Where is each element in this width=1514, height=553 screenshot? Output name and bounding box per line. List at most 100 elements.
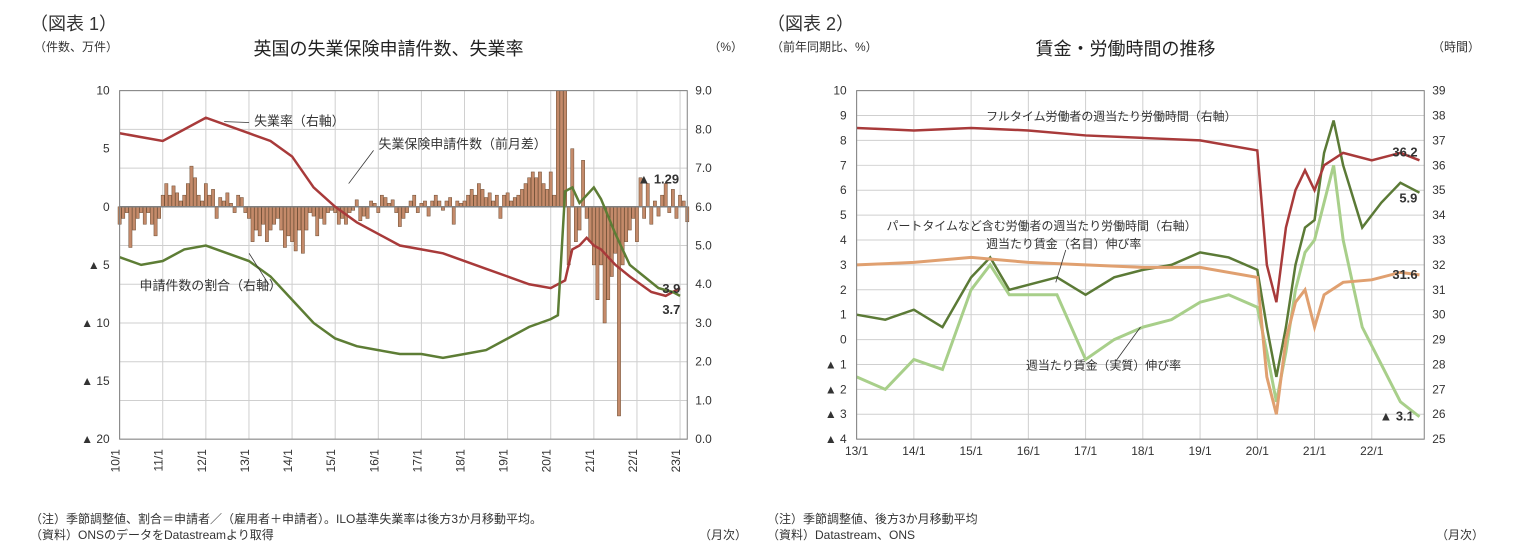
svg-text:39: 39 xyxy=(1432,84,1446,98)
svg-text:29: 29 xyxy=(1432,333,1446,347)
svg-text:18/1: 18/1 xyxy=(1131,444,1155,458)
svg-text:12/1: 12/1 xyxy=(195,449,209,473)
svg-text:23/1: 23/1 xyxy=(669,449,683,473)
svg-text:14/1: 14/1 xyxy=(281,449,295,473)
svg-text:失業率（右軸）: 失業率（右軸） xyxy=(254,113,345,128)
svg-text:11/1: 11/1 xyxy=(152,449,166,472)
svg-text:27: 27 xyxy=(1432,382,1446,396)
svg-text:4.0: 4.0 xyxy=(695,277,712,291)
chart-1-note-2: （資料）ONSのデータをDatastreamより取得 xyxy=(30,527,274,543)
chart-2-panel: （図表 2） （前年同期比、%） （時間） 賃金・労働時間の推移 1098765… xyxy=(767,10,1484,543)
chart-1-title: 英国の失業保険申請件数、失業率 xyxy=(30,35,747,61)
chart-2-footnotes: （注）季節調整値、後方3か月移動平均 （資料）Datastream、ONS （月… xyxy=(767,511,1484,543)
svg-text:35: 35 xyxy=(1432,183,1446,197)
svg-text:申請件数の割合（右軸）: 申請件数の割合（右軸） xyxy=(140,278,282,293)
svg-text:▲ 1.29: ▲ 1.29 xyxy=(637,172,679,187)
svg-text:▲ 10: ▲ 10 xyxy=(81,316,110,330)
svg-text:0: 0 xyxy=(840,333,847,347)
chart-2-title: 賃金・労働時間の推移 xyxy=(767,35,1484,61)
svg-text:▲ 2: ▲ 2 xyxy=(825,382,847,396)
svg-text:32: 32 xyxy=(1432,258,1446,272)
chart-1-figure-label: （図表 1） xyxy=(30,10,747,36)
svg-text:週当たり賃金（名目）伸び率: 週当たり賃金（名目）伸び率 xyxy=(986,236,1141,251)
svg-text:25: 25 xyxy=(1432,432,1446,446)
svg-text:7.0: 7.0 xyxy=(695,161,712,175)
svg-text:▲ 4: ▲ 4 xyxy=(825,432,847,446)
svg-text:▲ 5: ▲ 5 xyxy=(88,258,110,272)
svg-text:19/1: 19/1 xyxy=(497,449,511,473)
svg-text:31.6: 31.6 xyxy=(1392,267,1417,282)
svg-text:7: 7 xyxy=(840,158,847,172)
svg-text:14/1: 14/1 xyxy=(902,444,926,458)
svg-text:21/1: 21/1 xyxy=(583,449,597,473)
svg-text:週当たり賃金（実質）伸び率: 週当たり賃金（実質）伸び率 xyxy=(1026,357,1181,372)
svg-text:17/1: 17/1 xyxy=(1074,444,1098,458)
svg-text:4: 4 xyxy=(840,233,847,247)
svg-text:9.0: 9.0 xyxy=(695,84,712,98)
svg-text:0.0: 0.0 xyxy=(695,432,712,446)
svg-text:5: 5 xyxy=(840,208,847,222)
svg-text:1: 1 xyxy=(840,308,847,322)
svg-text:34: 34 xyxy=(1432,208,1446,222)
svg-text:2.0: 2.0 xyxy=(695,355,712,369)
svg-text:30: 30 xyxy=(1432,308,1446,322)
svg-text:13/1: 13/1 xyxy=(238,449,252,473)
chart-1-footnotes: （注）季節調整値、割合＝申請者／（雇用者＋申請者）。ILO基準失業率は後方3か月… xyxy=(30,511,747,543)
svg-text:22/1: 22/1 xyxy=(626,449,640,473)
svg-text:22/1: 22/1 xyxy=(1360,444,1384,458)
svg-text:15/1: 15/1 xyxy=(324,449,338,473)
chart-2-plot-area: 109876543210▲ 1▲ 2▲ 3▲ 43938373635343332… xyxy=(767,65,1484,505)
svg-text:9: 9 xyxy=(840,109,847,123)
svg-text:6: 6 xyxy=(840,183,847,197)
svg-text:31: 31 xyxy=(1432,283,1446,297)
svg-text:失業保険申請件数（前月差）: 失業保険申請件数（前月差） xyxy=(379,136,547,151)
chart-1-note-1: （注）季節調整値、割合＝申請者／（雇用者＋申請者）。ILO基準失業率は後方3か月… xyxy=(30,511,747,527)
svg-text:16/1: 16/1 xyxy=(1017,444,1041,458)
svg-text:フルタイム労働者の週当たり労働時間（右軸）: フルタイム労働者の週当たり労働時間（右軸） xyxy=(986,109,1236,124)
svg-text:26: 26 xyxy=(1432,407,1446,421)
svg-text:19/1: 19/1 xyxy=(1188,444,1212,458)
svg-text:13/1: 13/1 xyxy=(845,444,869,458)
svg-text:38: 38 xyxy=(1432,109,1446,123)
chart-2-figure-label: （図表 2） xyxy=(767,10,1484,36)
svg-text:▲ 15: ▲ 15 xyxy=(81,374,110,388)
svg-text:10/1: 10/1 xyxy=(109,449,123,473)
chart-2-svg: 109876543210▲ 1▲ 2▲ 3▲ 43938373635343332… xyxy=(767,65,1484,505)
svg-text:▲ 3.1: ▲ 3.1 xyxy=(1379,409,1413,424)
svg-text:3.7: 3.7 xyxy=(662,302,680,317)
svg-text:8: 8 xyxy=(840,133,847,147)
svg-text:▲ 1: ▲ 1 xyxy=(825,357,847,371)
svg-text:8.0: 8.0 xyxy=(695,122,712,136)
svg-text:1.0: 1.0 xyxy=(695,393,712,407)
chart-2-note-2: （資料）Datastream、ONS xyxy=(767,527,915,543)
svg-text:▲ 3: ▲ 3 xyxy=(825,407,847,421)
svg-text:10: 10 xyxy=(833,84,847,98)
svg-text:16/1: 16/1 xyxy=(367,449,381,473)
svg-text:▲ 20: ▲ 20 xyxy=(81,432,110,446)
svg-text:18/1: 18/1 xyxy=(454,449,468,473)
svg-text:33: 33 xyxy=(1432,233,1446,247)
chart-2-x-axis-label: （月次） xyxy=(1436,527,1484,543)
svg-text:3: 3 xyxy=(840,258,847,272)
chart-1-svg: 9.0 8.0 7.0 6.0 5.0 4.0 3.0 2.0 1.0 0.0 10 5 0 ▲ 5 ▲ 1… xyxy=(30,65,747,505)
svg-text:5.0: 5.0 xyxy=(695,239,712,253)
svg-text:17/1: 17/1 xyxy=(410,449,424,473)
svg-text:20/1: 20/1 xyxy=(1246,444,1270,458)
svg-text:20/1: 20/1 xyxy=(540,449,554,473)
svg-text:10: 10 xyxy=(96,84,110,98)
svg-text:21/1: 21/1 xyxy=(1303,444,1327,458)
chart-2-note-1: （注）季節調整値、後方3か月移動平均 xyxy=(767,511,1484,527)
svg-text:0: 0 xyxy=(103,200,110,214)
chart-1-panel: （図表 1） （件数、万件） （%） 英国の失業保険申請件数、失業率 9.08.… xyxy=(30,10,747,543)
svg-text:3.9: 3.9 xyxy=(662,281,680,296)
chart-1-plot-area: 9.0 8.0 7.0 6.0 5.0 4.0 3.0 2.0 1.0 0.0 10 5 0 ▲ 5 ▲ 1… xyxy=(30,65,747,505)
chart-1-x-axis-label: （月次） xyxy=(699,527,747,543)
svg-text:6.0: 6.0 xyxy=(695,200,712,214)
svg-text:5.9: 5.9 xyxy=(1399,191,1417,206)
svg-text:3.0: 3.0 xyxy=(695,316,712,330)
svg-text:15/1: 15/1 xyxy=(959,444,983,458)
svg-text:36.2: 36.2 xyxy=(1392,144,1417,159)
svg-text:37: 37 xyxy=(1432,133,1446,147)
svg-text:36: 36 xyxy=(1432,158,1446,172)
svg-text:5: 5 xyxy=(103,142,110,156)
